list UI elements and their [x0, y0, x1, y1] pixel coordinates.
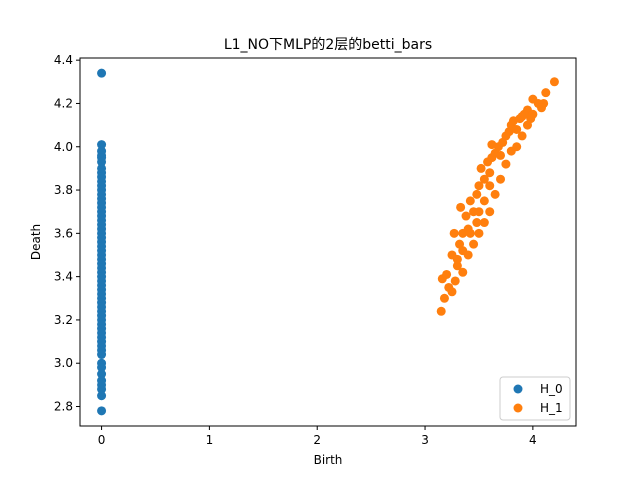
point-h-1 — [472, 218, 482, 228]
point-h-1 — [490, 189, 500, 199]
point-h-1 — [519, 109, 529, 119]
point-h-1 — [474, 181, 484, 191]
point-h-1 — [449, 228, 459, 238]
point-h-1 — [456, 202, 466, 212]
point-h-1 — [476, 163, 486, 173]
point-h-1 — [496, 150, 506, 160]
point-h-0 — [97, 384, 107, 394]
plot-area — [97, 68, 559, 416]
point-h-1 — [485, 207, 495, 217]
point-h-1 — [469, 239, 479, 249]
point-h-1 — [472, 189, 482, 199]
y-tick-label: 4.2 — [54, 96, 73, 110]
point-h-1 — [528, 94, 538, 104]
point-h-1 — [465, 228, 475, 238]
point-h-1 — [458, 267, 468, 277]
y-tick-label: 3.2 — [54, 313, 73, 327]
point-h-1 — [452, 254, 462, 264]
point-h-1 — [479, 174, 489, 184]
x-tick-label: 4 — [529, 433, 537, 447]
point-h-1 — [512, 124, 522, 134]
x-axis-label: Birth — [314, 453, 343, 467]
point-h-0 — [97, 369, 107, 379]
legend: H_0H_1 — [499, 376, 571, 421]
point-h-1 — [447, 287, 457, 297]
point-h-1 — [461, 211, 471, 221]
x-tick-label: 0 — [98, 433, 106, 447]
point-h-1 — [485, 168, 495, 178]
point-h-1 — [512, 142, 522, 152]
y-tick-label: 3.0 — [54, 356, 73, 370]
point-h-1 — [436, 306, 446, 316]
point-h-1 — [452, 261, 462, 271]
point-h-1 — [526, 114, 536, 124]
y-tick-label: 3.8 — [54, 183, 73, 197]
plot-frame — [79, 57, 577, 427]
legend-marker — [513, 403, 523, 413]
y-axis-label: Death — [29, 224, 43, 260]
point-h-1 — [496, 174, 506, 184]
legend-label: H_1 — [540, 401, 563, 415]
point-h-1 — [479, 196, 489, 206]
point-h-1 — [465, 196, 475, 206]
legend-label: H_0 — [540, 382, 563, 396]
point-h-1 — [442, 269, 452, 279]
point-h-1 — [479, 218, 489, 228]
point-h-1 — [458, 246, 468, 256]
point-h-0 — [97, 391, 107, 401]
point-h-0 — [97, 68, 107, 78]
point-h-0 — [97, 406, 107, 416]
chart-title: L1_NO下MLP的2层的betti_bars — [224, 37, 432, 53]
x-tick-label: 3 — [421, 433, 429, 447]
legend-marker — [513, 384, 523, 394]
point-h-0 — [97, 350, 107, 360]
point-h-1 — [501, 159, 511, 169]
y-tick-label: 3.4 — [54, 270, 73, 284]
point-h-0 — [97, 363, 107, 373]
point-h-1 — [537, 103, 546, 113]
y-tick-label: 2.8 — [54, 400, 73, 414]
point-h-1 — [541, 88, 551, 98]
x-axis: 0 1 2 3 4 — [98, 426, 537, 447]
point-h-1 — [549, 77, 559, 87]
point-h-1 — [474, 228, 484, 238]
point-h-1 — [485, 181, 495, 191]
y-tick-label: 4.4 — [54, 53, 73, 67]
y-tick-label: 4.0 — [54, 140, 73, 154]
point-h-1 — [439, 293, 449, 303]
y-axis: 2.8 3.0 3.2 3.4 3.6 3.8 4.0 4.2 4.4 — [54, 53, 80, 414]
y-tick-label: 3.6 — [54, 226, 73, 240]
point-h-1 — [487, 140, 497, 150]
point-h-1 — [474, 207, 484, 217]
point-h-0 — [97, 140, 107, 150]
x-tick-label: 1 — [206, 433, 214, 447]
point-h-0 — [97, 157, 107, 167]
x-tick-label: 2 — [313, 433, 321, 447]
point-h-1 — [450, 276, 460, 286]
point-h-1 — [517, 131, 527, 141]
